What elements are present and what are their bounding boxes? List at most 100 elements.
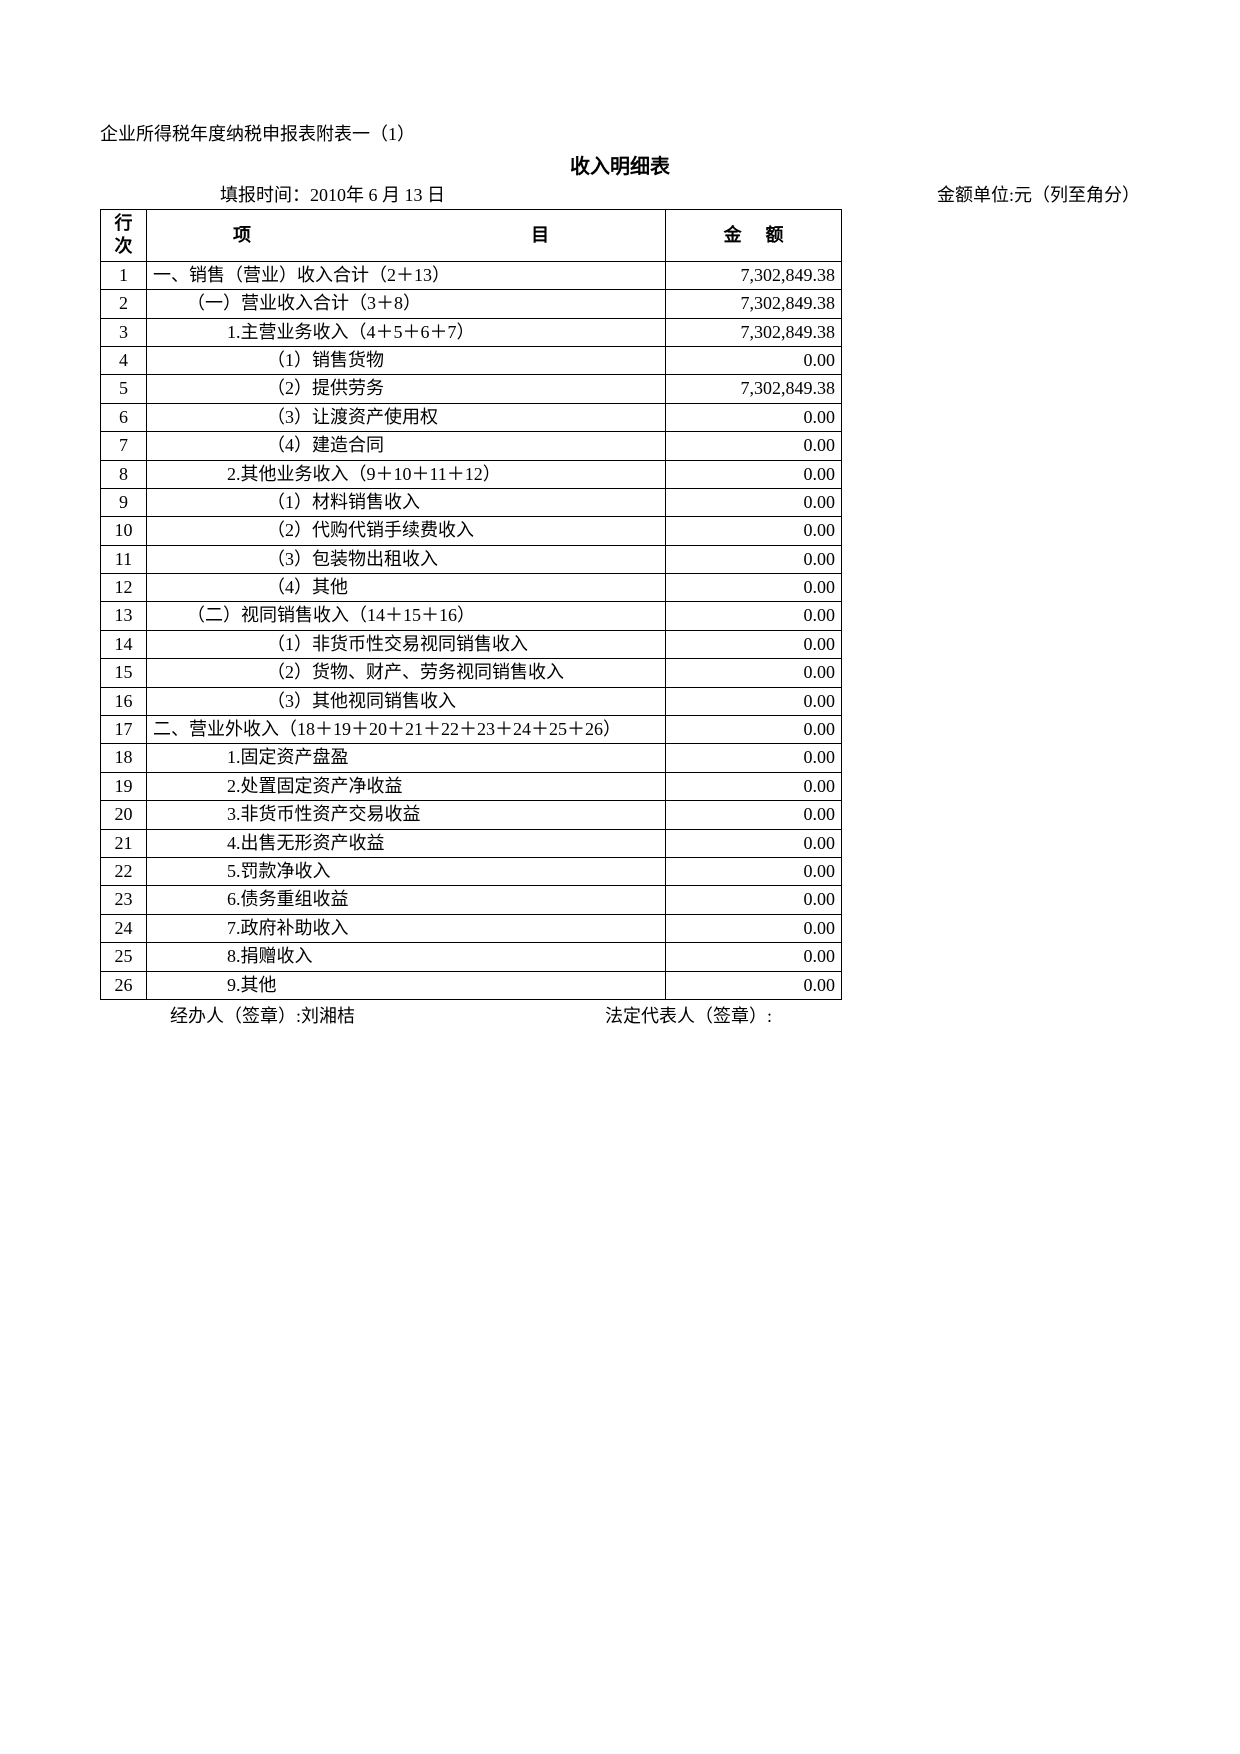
legal-rep-label: 法定代表人（签章）: [605, 1006, 772, 1026]
table-row: 2（一）营业收入合计（3＋8）7,302,849.38 [101, 290, 842, 318]
row-amount: 7,302,849.38 [666, 290, 842, 318]
row-number: 4 [101, 346, 147, 374]
row-number: 5 [101, 375, 147, 403]
form-name: 企业所得税年度纳税申报表附表一（1） [100, 120, 1140, 146]
table-row: 236.债务重组收益0.00 [101, 886, 842, 914]
row-number: 1 [101, 261, 147, 289]
row-item: 7.政府补助收入 [146, 914, 665, 942]
handler-name: 刘湘桔 [301, 1006, 355, 1026]
table-row: 14（1）非货币性交易视同销售收入0.00 [101, 630, 842, 658]
row-number: 2 [101, 290, 147, 318]
row-item: 3.非货币性资产交易收益 [146, 801, 665, 829]
row-number: 19 [101, 772, 147, 800]
table-row: 203.非货币性资产交易收益0.00 [101, 801, 842, 829]
row-number: 25 [101, 943, 147, 971]
row-item: （1）销售货物 [146, 346, 665, 374]
row-amount: 0.00 [666, 744, 842, 772]
row-item: （3）包装物出租收入 [146, 545, 665, 573]
row-number: 13 [101, 602, 147, 630]
table-row: 16（3）其他视同销售收入0.00 [101, 687, 842, 715]
row-amount: 0.00 [666, 914, 842, 942]
row-number: 22 [101, 857, 147, 885]
row-item: 8.捐赠收入 [146, 943, 665, 971]
col-header-item: 项 目 [146, 210, 665, 262]
row-amount: 0.00 [666, 460, 842, 488]
row-item: （1）非货币性交易视同销售收入 [146, 630, 665, 658]
row-amount: 0.00 [666, 801, 842, 829]
row-number: 18 [101, 744, 147, 772]
handler-signature: 经办人（签章）:刘湘桔 [170, 1002, 355, 1028]
row-amount: 0.00 [666, 545, 842, 573]
row-item: 6.债务重组收益 [146, 886, 665, 914]
income-detail-table: 行次 项 目 金额 1一、销售（营业）收入合计（2＋13）7,302,849.3… [100, 209, 842, 1000]
table-row: 15（2）货物、财产、劳务视同销售收入0.00 [101, 659, 842, 687]
handler-label: 经办人（签章）: [170, 1006, 301, 1026]
table-row: 214.出售无形资产收益0.00 [101, 829, 842, 857]
row-amount: 7,302,849.38 [666, 375, 842, 403]
row-item: （4）建造合同 [146, 432, 665, 460]
row-number: 23 [101, 886, 147, 914]
row-amount: 0.00 [666, 886, 842, 914]
table-row: 192.处置固定资产净收益0.00 [101, 772, 842, 800]
fill-time-label: 填报时间： [220, 185, 310, 205]
row-item: （2）货物、财产、劳务视同销售收入 [146, 659, 665, 687]
row-amount: 0.00 [666, 687, 842, 715]
row-number: 17 [101, 716, 147, 744]
col-header-item-left: 项 [233, 224, 251, 247]
row-number: 10 [101, 517, 147, 545]
row-item: （3）其他视同销售收入 [146, 687, 665, 715]
table-row: 181.固定资产盘盈0.00 [101, 744, 842, 772]
table-body: 1一、销售（营业）收入合计（2＋13）7,302,849.382（一）营业收入合… [101, 261, 842, 999]
row-number: 16 [101, 687, 147, 715]
row-item: 二、营业外收入（18＋19＋20＋21＋22＋23＋24＋25＋26） [146, 716, 665, 744]
unit-label: 金额单位:元（列至角分） [937, 181, 1140, 207]
row-item: （1）材料销售收入 [146, 488, 665, 516]
form-title: 收入明细表 [100, 150, 1140, 179]
row-item: （一）营业收入合计（3＋8） [146, 290, 665, 318]
fill-time-value: 2010年 6 月 13 日 [310, 185, 445, 205]
fill-time: 填报时间：2010年 6 月 13 日 [220, 181, 445, 207]
row-item: （4）其他 [146, 574, 665, 602]
row-amount: 0.00 [666, 602, 842, 630]
row-item: 2.处置固定资产净收益 [146, 772, 665, 800]
table-row: 4（1）销售货物0.00 [101, 346, 842, 374]
row-amount: 0.00 [666, 574, 842, 602]
col-header-item-right: 目 [531, 224, 549, 247]
row-amount: 0.00 [666, 829, 842, 857]
table-row: 31.主营业务收入（4＋5＋6＋7）7,302,849.38 [101, 318, 842, 346]
footer-signatures: 经办人（签章）:刘湘桔 法定代表人（签章）: [100, 1002, 842, 1028]
row-number: 8 [101, 460, 147, 488]
row-number: 24 [101, 914, 147, 942]
row-number: 15 [101, 659, 147, 687]
row-item: （二）视同销售收入（14＋15＋16） [146, 602, 665, 630]
row-number: 7 [101, 432, 147, 460]
table-row: 247.政府补助收入0.00 [101, 914, 842, 942]
row-number: 3 [101, 318, 147, 346]
legal-rep-signature: 法定代表人（签章）: [605, 1002, 772, 1028]
row-amount: 0.00 [666, 659, 842, 687]
row-amount: 7,302,849.38 [666, 318, 842, 346]
row-number: 9 [101, 488, 147, 516]
row-amount: 0.00 [666, 346, 842, 374]
table-row: 82.其他业务收入（9＋10＋11＋12）0.00 [101, 460, 842, 488]
col-header-amount: 金额 [666, 210, 842, 262]
table-row: 258.捐赠收入0.00 [101, 943, 842, 971]
row-amount: 0.00 [666, 857, 842, 885]
row-item: 5.罚款净收入 [146, 857, 665, 885]
row-number: 11 [101, 545, 147, 573]
row-amount: 0.00 [666, 432, 842, 460]
table-row: 225.罚款净收入0.00 [101, 857, 842, 885]
row-amount: 0.00 [666, 630, 842, 658]
row-number: 14 [101, 630, 147, 658]
row-item: （3）让渡资产使用权 [146, 403, 665, 431]
row-amount: 0.00 [666, 403, 842, 431]
row-item: （2）代购代销手续费收入 [146, 517, 665, 545]
table-row: 13（二）视同销售收入（14＋15＋16）0.00 [101, 602, 842, 630]
table-row: 269.其他0.00 [101, 971, 842, 999]
row-item: 9.其他 [146, 971, 665, 999]
row-amount: 0.00 [666, 488, 842, 516]
row-amount: 0.00 [666, 772, 842, 800]
row-number: 12 [101, 574, 147, 602]
row-item: 1.固定资产盘盈 [146, 744, 665, 772]
table-header-row: 行次 项 目 金额 [101, 210, 842, 262]
